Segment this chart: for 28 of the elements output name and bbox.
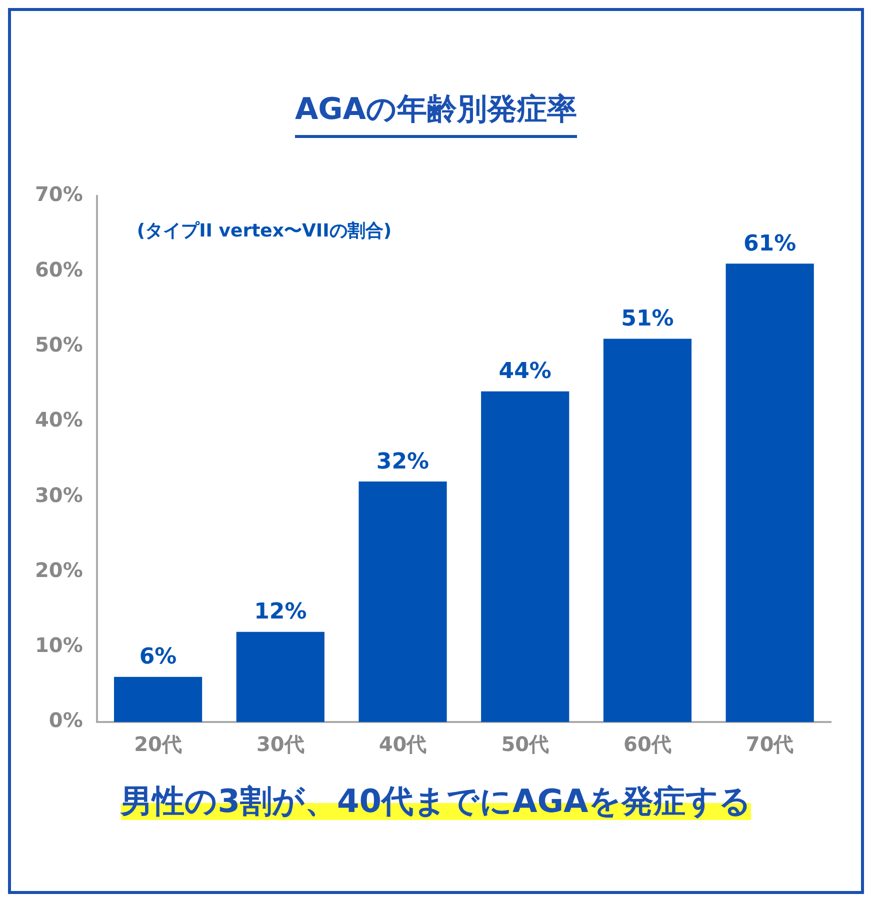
x-tick-label: 40代 [378,732,427,756]
data-label: 51% [621,306,674,332]
x-tick-label: 60代 [624,732,672,756]
data-label: 61% [743,231,796,256]
data-label: 44% [498,359,552,384]
chart-title: AGAの年齢別発症率 [294,92,578,138]
x-tick-label: 50代 [501,732,550,756]
x-tick-label: 20代 [134,732,182,756]
y-tick-label: 20% [34,558,83,582]
data-label: 32% [376,449,430,474]
x-tick-label: 30代 [256,732,304,756]
y-tick-label: 70% [34,182,83,206]
bar [603,338,692,722]
x-tick-label: 70代 [746,732,794,756]
data-label: 12% [254,600,307,625]
data-label: 6% [139,644,177,670]
y-tick-label: 60% [34,257,83,282]
bar [481,391,570,722]
y-tick-label: 0% [48,708,83,732]
bar [114,676,202,722]
y-tick-label: 10% [34,633,83,658]
y-tick-label: 30% [34,482,83,507]
y-tick-label: 50% [34,332,83,356]
text: (タイプII vertex〜VIIの割合) [136,220,392,242]
bar [726,264,814,722]
bar [358,482,447,722]
y-tick-label: 40% [34,408,83,432]
bar [236,632,324,722]
